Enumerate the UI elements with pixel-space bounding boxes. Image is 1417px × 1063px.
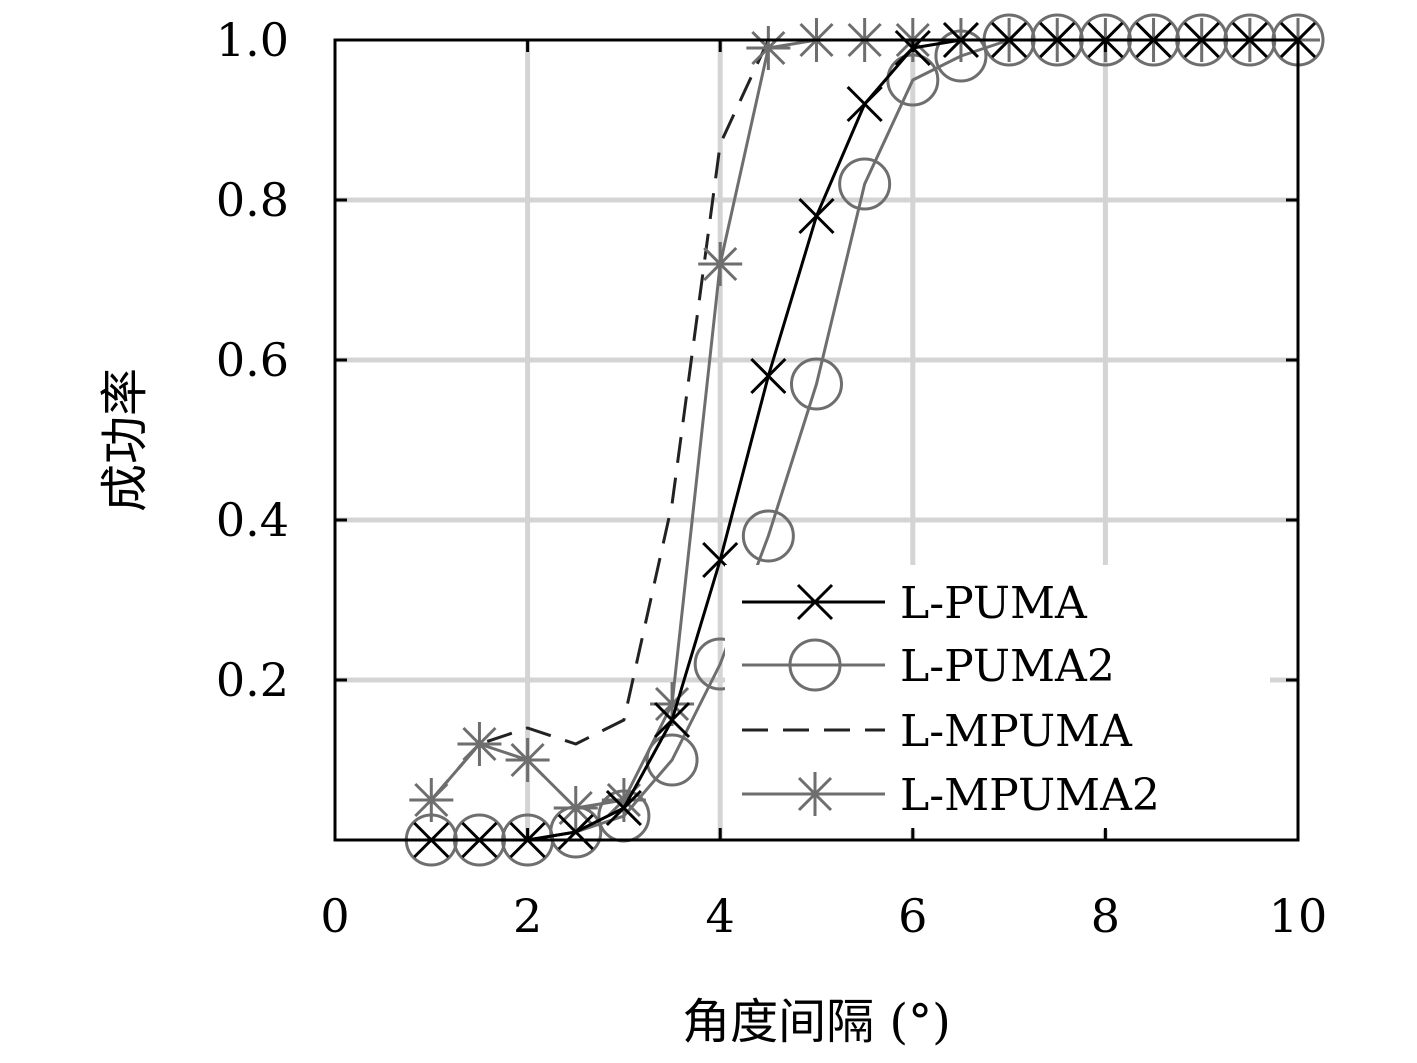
circle-marker <box>645 733 699 787</box>
x-tick-label: 6 <box>898 889 927 943</box>
asterisk-marker <box>457 722 502 766</box>
x-marker <box>653 701 691 739</box>
y-tick-label: 0.6 <box>216 333 289 387</box>
asterisk-marker <box>505 738 550 782</box>
asterisk-marker <box>793 772 837 816</box>
legend: L-PUMA L-PUMA2 L-MPUMA L-MPUMA2 <box>742 578 1160 821</box>
y-tick-label: 0.8 <box>216 173 289 227</box>
tick-labels: 0 2 4 6 8 10 0.2 0.4 0.6 0.8 1.0 <box>216 13 1327 943</box>
x-marker <box>798 197 835 235</box>
x-marker <box>846 85 883 123</box>
legend-item-l-mpuma2: L-MPUMA2 <box>742 770 1160 821</box>
y-axis-label: 成功率 <box>97 368 153 512</box>
y-tick-label: 0.4 <box>216 493 289 547</box>
legend-item-l-mpuma: L-MPUMA <box>742 706 1133 757</box>
y-tick-label: 0.2 <box>216 653 289 707</box>
x-tick-label: 4 <box>706 889 735 943</box>
plot-frame <box>333 38 1300 842</box>
legend-item-l-puma2: L-PUMA2 <box>742 638 1115 692</box>
x-marker <box>605 789 642 827</box>
legend-label: L-PUMA <box>900 578 1088 629</box>
ticks <box>333 38 1300 840</box>
x-marker <box>557 813 594 851</box>
circle-marker <box>886 53 940 107</box>
x-tick-label: 10 <box>1269 889 1328 943</box>
circle-marker <box>790 357 843 411</box>
legend-label: L-MPUMA <box>900 706 1133 757</box>
x-marker <box>796 583 834 621</box>
x-tick-label: 0 <box>320 889 349 943</box>
asterisk-marker <box>409 778 454 822</box>
x-tick-label: 2 <box>513 889 542 943</box>
asterisk-marker <box>650 682 695 726</box>
x-marker <box>750 357 787 395</box>
grid <box>335 40 1298 840</box>
asterisk-marker <box>698 242 743 286</box>
x-axis-label: 角度间隔 (°) <box>682 994 951 1050</box>
y-tick-label: 1.0 <box>216 13 289 67</box>
legend-item-l-puma: L-PUMA <box>742 578 1088 629</box>
circle-marker <box>838 157 892 211</box>
asterisk-marker <box>746 26 791 70</box>
circle-marker <box>788 638 842 692</box>
legend-label: L-MPUMA2 <box>900 770 1160 821</box>
circle-marker <box>741 509 795 563</box>
x-tick-label: 8 <box>1091 889 1120 943</box>
circle-marker <box>934 29 988 83</box>
asterisk-marker <box>601 778 646 822</box>
circle-marker <box>549 805 603 859</box>
legend-label: L-PUMA2 <box>900 641 1115 692</box>
